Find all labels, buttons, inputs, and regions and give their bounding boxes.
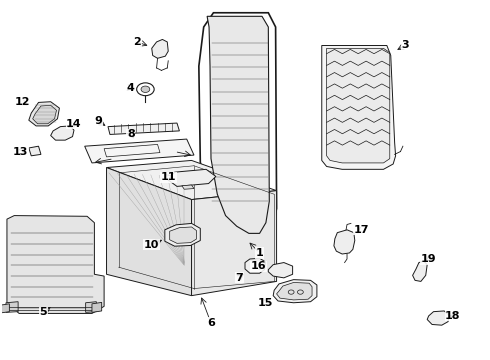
Text: 19: 19: [421, 254, 437, 264]
Circle shape: [141, 86, 150, 93]
Text: 6: 6: [207, 318, 215, 328]
Text: 5: 5: [40, 307, 47, 318]
Text: 12: 12: [15, 98, 30, 107]
Polygon shape: [152, 40, 168, 58]
Polygon shape: [207, 16, 270, 233]
Polygon shape: [170, 227, 196, 243]
Polygon shape: [0, 304, 9, 313]
Polygon shape: [108, 123, 179, 134]
Text: 15: 15: [258, 298, 273, 308]
Polygon shape: [322, 45, 395, 169]
Text: 3: 3: [401, 40, 409, 50]
Polygon shape: [7, 216, 104, 314]
Text: 17: 17: [354, 225, 369, 235]
Polygon shape: [273, 280, 317, 303]
Text: 18: 18: [445, 311, 461, 321]
Polygon shape: [106, 161, 276, 199]
Polygon shape: [33, 105, 56, 124]
Text: 4: 4: [127, 83, 135, 93]
Polygon shape: [413, 261, 427, 282]
Text: 16: 16: [251, 261, 267, 271]
Text: 13: 13: [13, 147, 28, 157]
Polygon shape: [29, 102, 59, 126]
Polygon shape: [106, 167, 192, 296]
Polygon shape: [327, 48, 390, 163]
Text: 10: 10: [144, 240, 159, 250]
Polygon shape: [182, 185, 194, 189]
Polygon shape: [86, 302, 97, 312]
Polygon shape: [29, 146, 41, 156]
Polygon shape: [276, 283, 312, 300]
Text: 7: 7: [235, 273, 243, 283]
Polygon shape: [269, 262, 293, 278]
Polygon shape: [165, 224, 200, 246]
Polygon shape: [192, 191, 276, 296]
Polygon shape: [245, 258, 266, 273]
Text: 11: 11: [161, 172, 176, 182]
Polygon shape: [92, 302, 102, 312]
Polygon shape: [50, 126, 74, 140]
Polygon shape: [199, 13, 276, 244]
Text: 1: 1: [256, 248, 264, 258]
Polygon shape: [85, 139, 194, 163]
Text: 9: 9: [95, 116, 102, 126]
Polygon shape: [427, 311, 449, 325]
Polygon shape: [334, 230, 355, 254]
Polygon shape: [6, 302, 18, 312]
Text: 14: 14: [66, 119, 82, 129]
Text: 8: 8: [127, 130, 135, 139]
Text: 2: 2: [133, 37, 141, 47]
Polygon shape: [168, 169, 216, 186]
